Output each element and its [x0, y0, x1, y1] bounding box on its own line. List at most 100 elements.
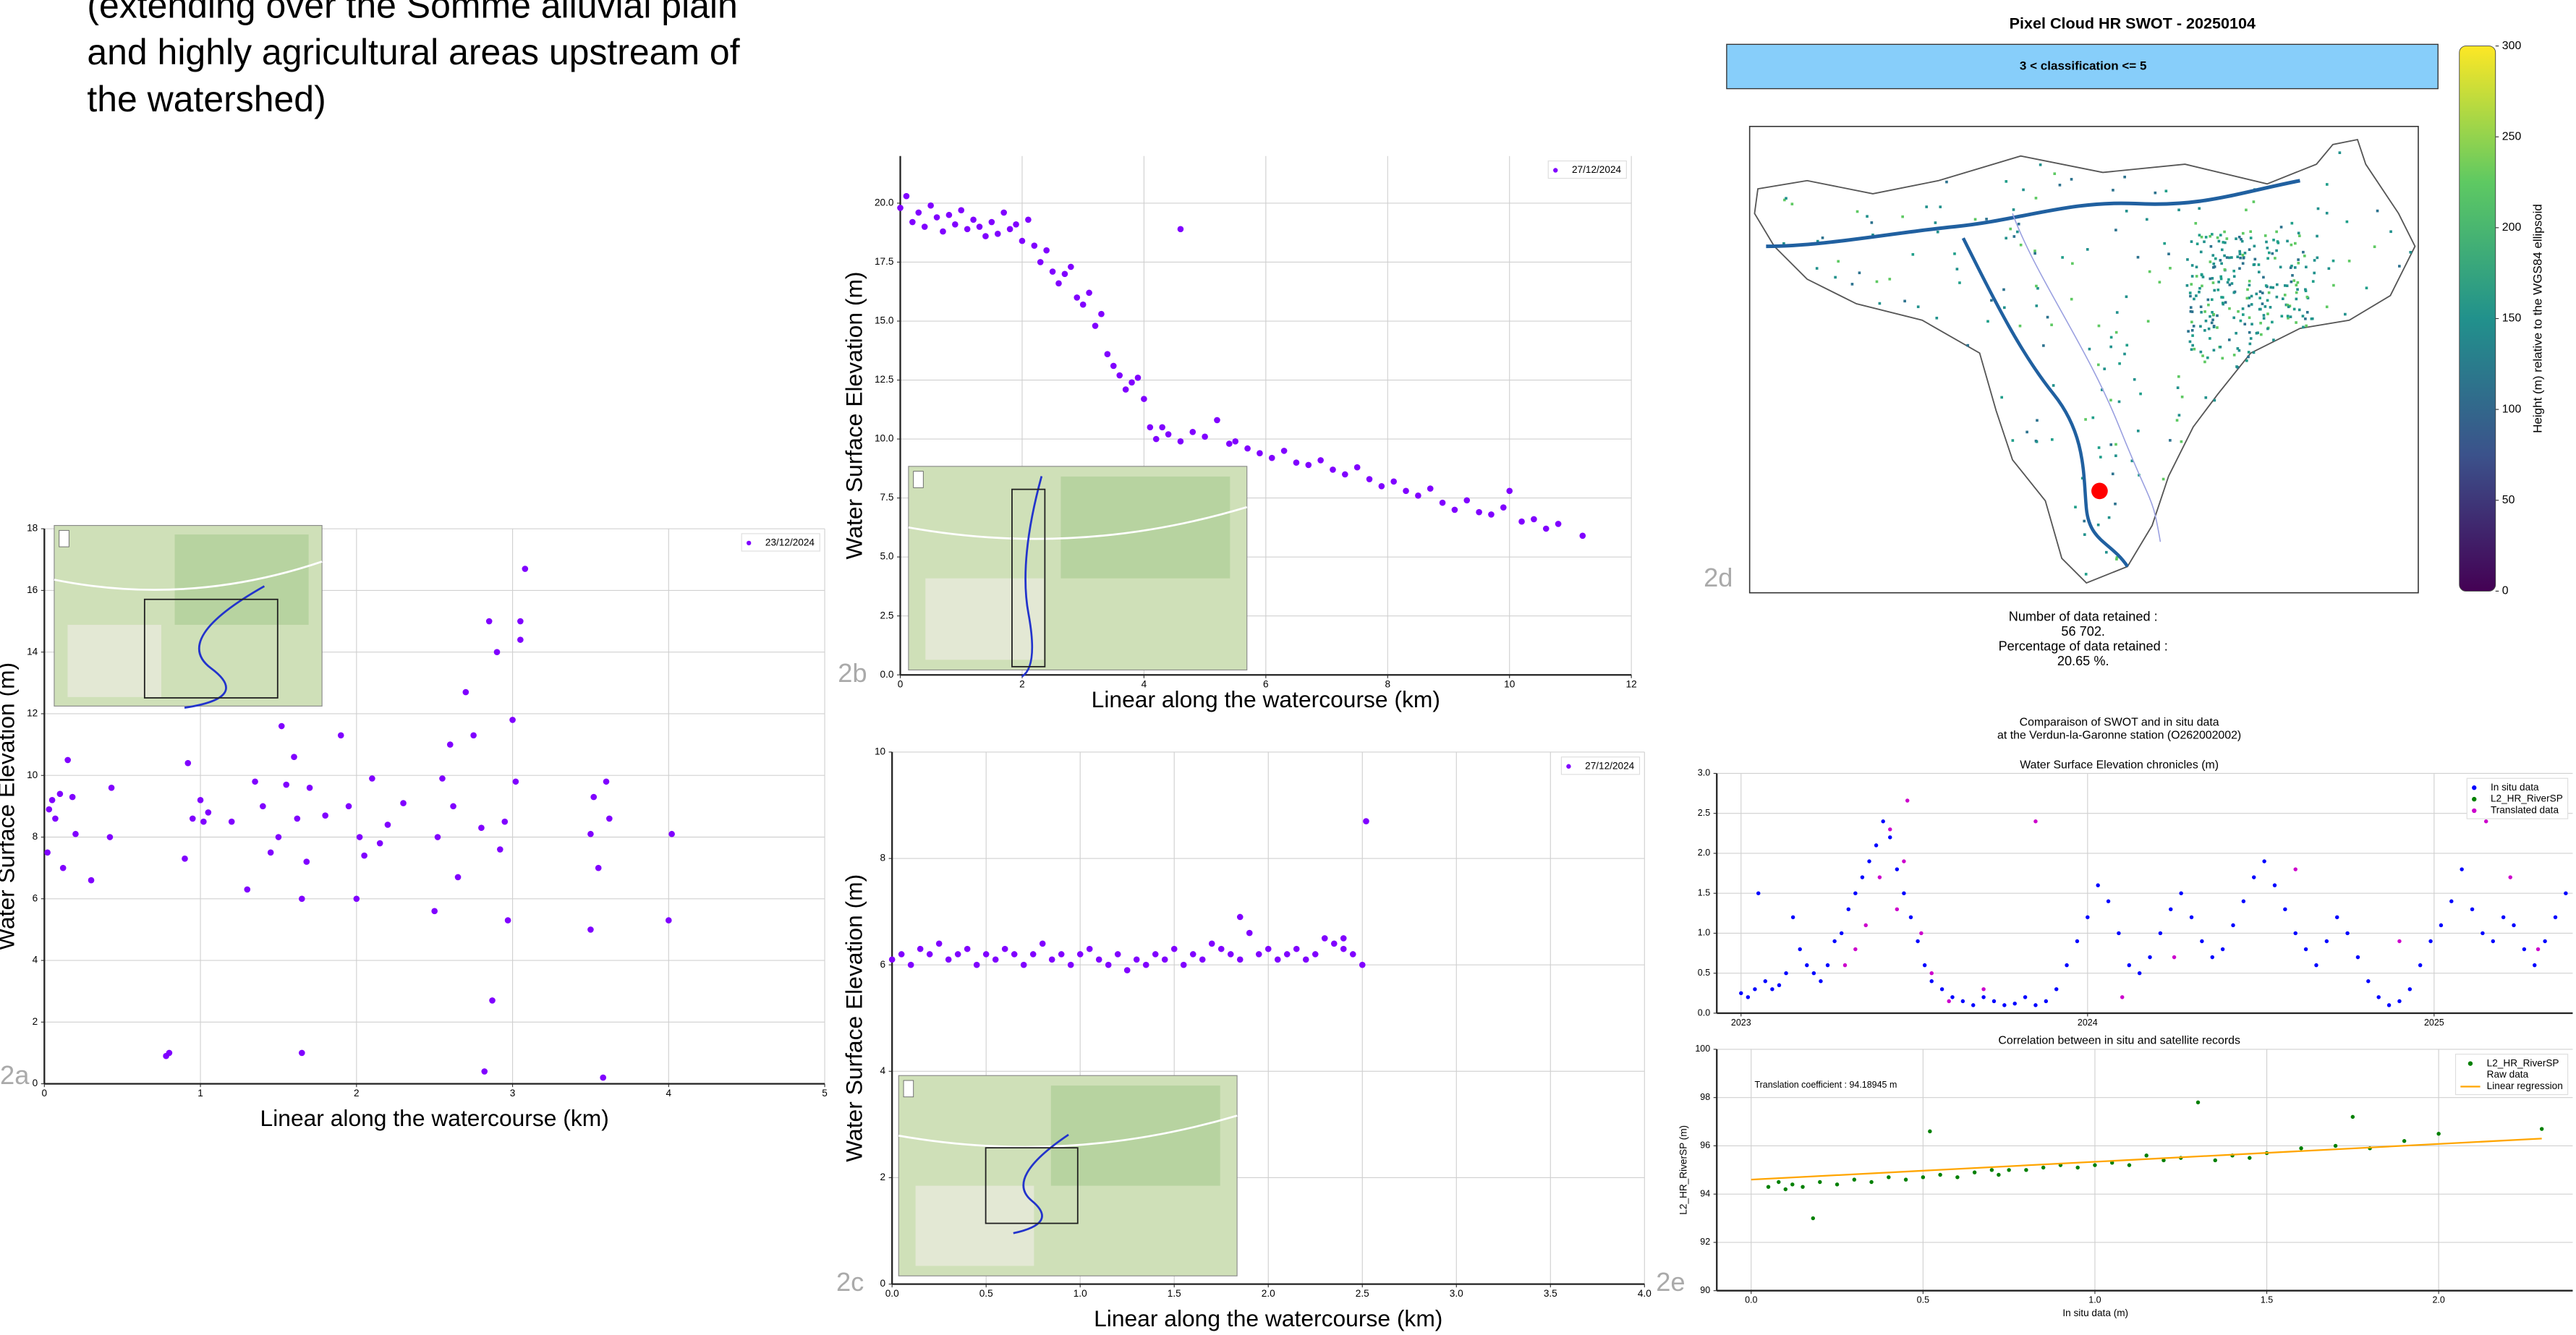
y-tick-label: 92	[1700, 1237, 1710, 1247]
map-pixel	[2264, 234, 2267, 237]
map-pixel	[2159, 281, 2161, 283]
x-tick-label: 0	[42, 1088, 48, 1099]
map-pixel	[2290, 315, 2292, 318]
data-point	[1938, 1173, 1942, 1177]
map-pixel	[2165, 189, 2168, 192]
data-point	[57, 790, 64, 797]
data-point	[1354, 464, 1361, 471]
map-pixel	[2209, 260, 2212, 263]
data-point	[1342, 472, 1348, 478]
map-pixel	[2376, 210, 2379, 213]
map-pixel	[2266, 247, 2269, 249]
map-pixel	[2365, 286, 2368, 289]
map-pixel	[2305, 325, 2308, 328]
map-pixel	[2241, 240, 2244, 243]
inset-zoom-control	[914, 472, 924, 488]
map-pixel	[2348, 260, 2351, 263]
data-point	[435, 834, 441, 840]
data-point	[2418, 963, 2422, 967]
map-pixel	[1917, 305, 1920, 308]
map-pixel	[2295, 321, 2297, 324]
data-point	[1835, 1182, 1839, 1186]
data-point	[2127, 963, 2131, 967]
map-pixel	[2199, 325, 2202, 328]
data-point	[955, 951, 961, 957]
data-point	[369, 775, 375, 782]
y-tick-label: 2	[880, 1172, 886, 1182]
data-point	[1811, 1216, 1815, 1220]
map-pixel	[2112, 472, 2114, 475]
data-point	[1543, 526, 1550, 532]
data-point	[1440, 500, 1446, 506]
data-point	[1764, 979, 1767, 983]
inset-map	[909, 466, 1247, 677]
map-pixel	[2214, 257, 2217, 260]
data-point	[1043, 247, 1050, 254]
data-point	[1753, 987, 1756, 991]
map-pixel	[2190, 310, 2193, 313]
data-point	[463, 689, 469, 696]
data-point	[1062, 270, 1068, 277]
x-tick-label: 2025	[2424, 1018, 2444, 1028]
map-pixel	[2250, 303, 2253, 306]
y-tick-label: 8	[880, 853, 886, 863]
data-point	[1007, 226, 1013, 232]
data-point	[1881, 819, 1884, 823]
map-pixel	[2276, 296, 2279, 299]
map-pixel	[2193, 325, 2195, 328]
map-pixel	[2147, 320, 2150, 323]
x-tick-label: 3.5	[1544, 1288, 1557, 1299]
data-point	[1864, 924, 1868, 927]
map-pixel	[2211, 311, 2214, 314]
data-point	[1110, 363, 1117, 370]
data-point	[2007, 1168, 2010, 1172]
map-pixel	[2232, 317, 2235, 320]
map-pixel	[1966, 344, 1969, 347]
map-pixel	[2253, 351, 2256, 354]
data-point	[109, 785, 115, 791]
y-tick-label: 2.0	[1698, 848, 1710, 858]
map-pixel	[2204, 396, 2207, 399]
data-point	[1904, 1177, 1908, 1181]
map-pixel	[2248, 331, 2251, 334]
data-point	[1214, 417, 1220, 424]
map-pixel	[2253, 245, 2256, 248]
data-point	[1153, 436, 1160, 443]
y-tick-label: 2.5	[880, 610, 894, 620]
data-point	[494, 649, 501, 655]
map-pixel	[2012, 235, 2015, 238]
map-pixel	[2180, 440, 2183, 443]
y-tick-label: 16	[27, 584, 38, 595]
map-pixel	[2203, 329, 2206, 332]
map-pixel	[2272, 338, 2275, 341]
y-tick-label: 7.5	[880, 492, 894, 503]
map-pixel	[2346, 221, 2349, 223]
data-point	[927, 951, 933, 957]
data-point	[268, 850, 274, 856]
data-point	[1312, 951, 1319, 957]
map-pixel	[2287, 315, 2290, 317]
map-pixel	[2109, 399, 2112, 402]
data-point	[989, 219, 995, 226]
map-pixel	[2259, 308, 2262, 311]
map-pixel	[2198, 287, 2201, 290]
map-pixel	[2264, 305, 2267, 308]
map-pixel	[2036, 287, 2039, 290]
data-point	[299, 1050, 305, 1057]
x-tick-label: 0.0	[1745, 1295, 1757, 1305]
map-pixel	[2018, 223, 2020, 226]
map-pixel	[2046, 316, 2049, 319]
data-point	[606, 816, 613, 822]
data-point	[60, 865, 67, 871]
map-pixel	[2212, 263, 2215, 265]
map-pixel	[2245, 208, 2248, 211]
map-pixel	[2123, 353, 2126, 356]
data-point	[982, 233, 989, 239]
data-point	[587, 831, 594, 837]
data-point	[590, 794, 597, 801]
data-point	[64, 757, 71, 764]
map-pixel	[2248, 304, 2250, 307]
map-pixel	[2268, 252, 2271, 255]
legend-label: L2_HR_RiverSP	[2491, 793, 2563, 804]
map-pixel	[2223, 231, 2226, 234]
